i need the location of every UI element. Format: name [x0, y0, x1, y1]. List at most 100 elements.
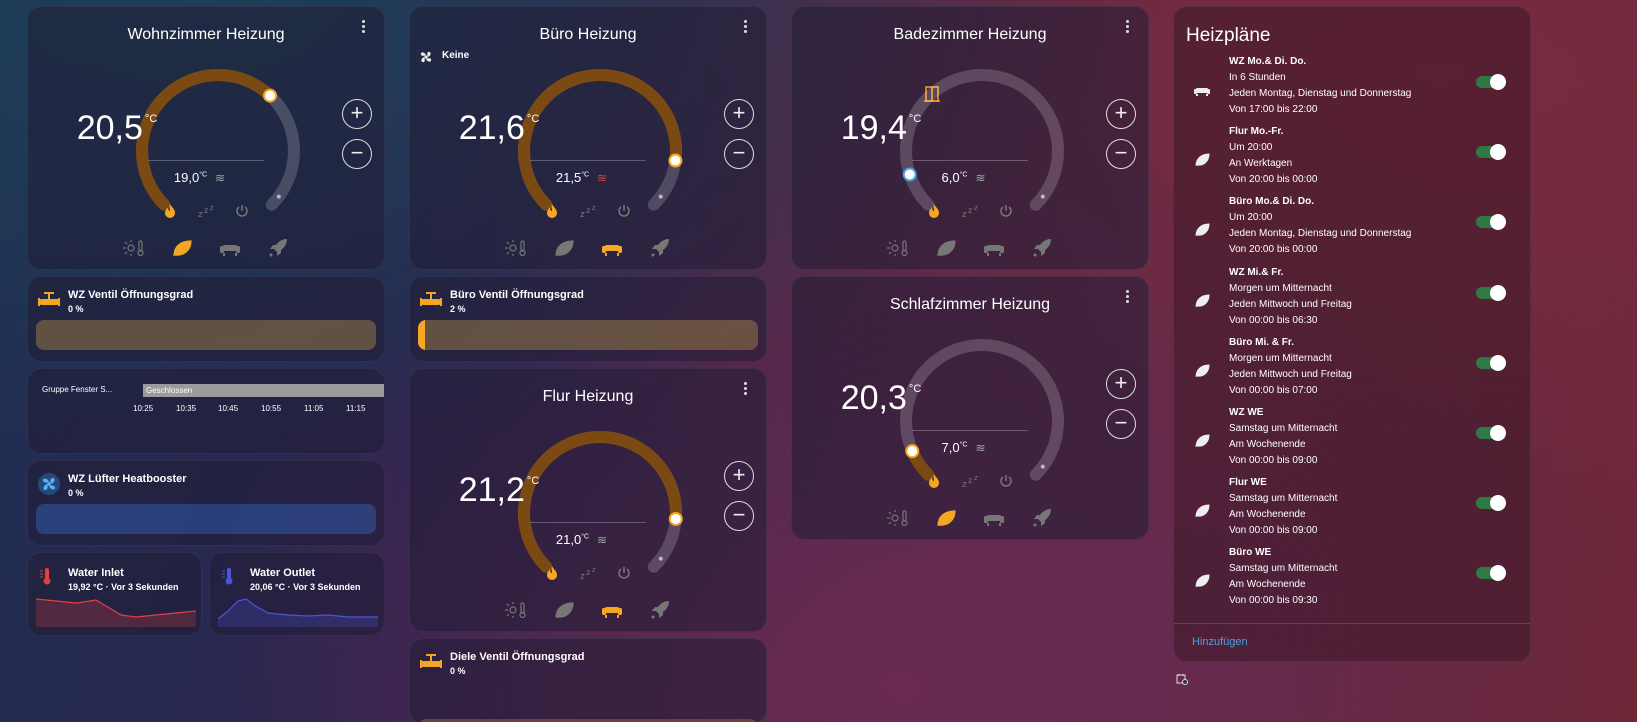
schedule-toggle[interactable]: [1476, 214, 1506, 231]
increase-button[interactable]: +: [1106, 369, 1136, 399]
dial-handle[interactable]: [668, 153, 683, 168]
heat-mode-icon[interactable]: [926, 203, 942, 219]
water-inlet-card[interactable]: Water Inlet 19,92 °C · Vor 3 Sekunden: [27, 552, 202, 636]
increase-button[interactable]: +: [724, 461, 754, 491]
schedule-item-time: Von 17:00 bis 22:00: [1229, 104, 1318, 115]
dial-svg[interactable]: [882, 321, 1082, 521]
schedule-toggle[interactable]: [1476, 144, 1506, 161]
boost-preset-icon[interactable]: [1031, 507, 1053, 529]
dial-divider: [912, 430, 1028, 431]
sensor-value: 19,92 °C · Vor 3 Sekunden: [68, 582, 179, 592]
decrease-button[interactable]: −: [1106, 409, 1136, 439]
schedule-item[interactable]: Büro Mi. & Fr. Morgen um Mitternacht Jeden…: [1186, 337, 1518, 407]
decrease-button[interactable]: −: [724, 501, 754, 531]
eco-preset-icon[interactable]: [935, 237, 957, 259]
decrease-button[interactable]: −: [342, 139, 372, 169]
increase-button[interactable]: +: [724, 99, 754, 129]
fan-booster-card[interactable]: WZ Lüfter Heatbooster 0 %: [27, 460, 385, 546]
schedule-item[interactable]: Büro WE Samstag um Mitternacht Am Wochenen…: [1186, 547, 1518, 617]
temperature-dial[interactable]: [500, 413, 700, 613]
eco-preset-icon[interactable]: [553, 599, 575, 621]
add-schedule-button[interactable]: Hinzufügen: [1192, 636, 1248, 648]
schedule-item-days: Jeden Montag, Dienstag und Donnerstag: [1229, 88, 1412, 99]
timeline-tick: 10:25: [133, 404, 154, 413]
dial-svg[interactable]: [118, 51, 318, 251]
dial-handle[interactable]: [263, 88, 278, 103]
comfort-preset-icon[interactable]: [983, 237, 1005, 259]
dial-svg[interactable]: [500, 51, 700, 251]
boost-preset-icon[interactable]: [267, 237, 289, 259]
schedule-toggle[interactable]: [1476, 354, 1506, 371]
schedule-toggle[interactable]: [1476, 74, 1506, 90]
dial-handle[interactable]: [902, 167, 917, 182]
decrease-button[interactable]: −: [724, 139, 754, 169]
eco-preset-icon[interactable]: [935, 507, 957, 529]
comfort-preset-icon[interactable]: [601, 237, 623, 259]
water-outlet-card[interactable]: Water Outlet 20,06 °C · Vor 3 Sekunden: [209, 552, 385, 636]
more-options-icon[interactable]: [1118, 18, 1136, 38]
eco-preset-icon[interactable]: [171, 237, 193, 259]
valve-card-diele[interactable]: Diele Ventil Öffnungsgrad 0 %: [409, 638, 767, 722]
temperature-dial[interactable]: [500, 51, 700, 251]
auto-preset-icon[interactable]: [505, 599, 527, 621]
temperature-dial[interactable]: [882, 51, 1082, 251]
dial-handle[interactable]: [905, 444, 920, 459]
more-options-icon[interactable]: [736, 380, 754, 400]
schedule-toggle[interactable]: [1476, 284, 1506, 301]
schedule-item[interactable]: WZ Mi.& Fr. Morgen um Mitternacht Jeden Mi…: [1186, 267, 1518, 337]
svg-text:z: z: [586, 568, 590, 577]
schedule-item-next: Samstag um Mitternacht: [1229, 423, 1338, 434]
schedule-item[interactable]: WZ WE Samstag um Mitternacht Am Wochenende…: [1186, 407, 1518, 477]
eco-preset-icon[interactable]: [553, 237, 575, 259]
heat-mode-icon[interactable]: [544, 565, 560, 581]
decrease-button[interactable]: −: [1106, 139, 1136, 169]
calendar-clock-icon[interactable]: [1176, 672, 1188, 685]
heat-mode-icon[interactable]: [926, 473, 942, 489]
schedule-toggle[interactable]: [1476, 495, 1506, 512]
dial-current-dot: [276, 194, 281, 199]
comfort-preset-icon[interactable]: [601, 599, 623, 621]
timeline-bar[interactable]: Geschlossen: [143, 384, 384, 397]
boost-preset-icon[interactable]: [649, 237, 671, 259]
schedule-toggle[interactable]: [1476, 425, 1506, 441]
schedule-item[interactable]: WZ Mo.& Di. Do. In 6 Stunden Jeden Montag,…: [1186, 56, 1518, 126]
schedule-toggle[interactable]: [1476, 565, 1506, 582]
valve-card-buero[interactable]: Büro Ventil Öffnungsgrad 2 %: [409, 276, 767, 362]
card-title: Wohnzimmer Heizung: [127, 26, 285, 43]
temperature-dial[interactable]: [882, 321, 1082, 521]
schedule-item[interactable]: Büro Mo.& Di. Do. Um 20:00 Jeden Montag, D…: [1186, 196, 1518, 266]
increase-button[interactable]: +: [1106, 99, 1136, 129]
power-off-icon[interactable]: [234, 203, 250, 219]
boost-preset-icon[interactable]: [649, 599, 671, 621]
window-timeline-card[interactable]: Gruppe Fenster S... Geschlossen 10:25 10…: [27, 368, 385, 454]
more-options-icon[interactable]: [1118, 288, 1136, 308]
auto-preset-icon[interactable]: [887, 237, 909, 259]
schedule-item[interactable]: Flur WE Samstag um Mitternacht Am Wochenen…: [1186, 477, 1518, 547]
valve-card-wz[interactable]: WZ Ventil Öffnungsgrad 0 %: [27, 276, 385, 362]
heat-mode-icon[interactable]: [544, 203, 560, 219]
dial-svg[interactable]: [500, 413, 700, 613]
power-off-icon[interactable]: [998, 473, 1014, 489]
temperature-dial[interactable]: [118, 51, 318, 251]
comfort-preset-icon[interactable]: [219, 237, 241, 259]
power-off-icon[interactable]: [616, 565, 632, 581]
comfort-preset-icon[interactable]: [983, 507, 1005, 529]
boost-preset-icon[interactable]: [1031, 237, 1053, 259]
power-off-icon[interactable]: [998, 203, 1014, 219]
more-options-icon[interactable]: [354, 18, 372, 38]
auto-preset-icon[interactable]: [123, 237, 145, 259]
increase-button[interactable]: +: [342, 99, 372, 129]
auto-preset-icon[interactable]: [505, 237, 527, 259]
more-options-icon[interactable]: [736, 18, 754, 38]
heat-mode-icon[interactable]: [162, 203, 178, 219]
dial-svg[interactable]: [882, 51, 1082, 251]
power-off-icon[interactable]: [616, 203, 632, 219]
dial-handle[interactable]: [668, 511, 683, 526]
auto-preset-icon[interactable]: [887, 507, 909, 529]
schedule-item[interactable]: Flur Mo.-Fr. Um 20:00 An Werktagen Von 20:0…: [1186, 126, 1518, 196]
